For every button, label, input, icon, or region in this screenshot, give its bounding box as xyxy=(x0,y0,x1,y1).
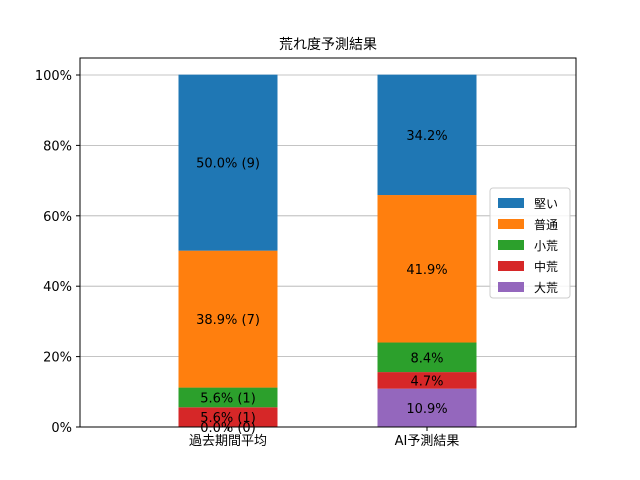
bar-value-label: 5.6% (1) xyxy=(200,411,256,426)
bar-segment xyxy=(178,74,278,251)
legend-swatch xyxy=(498,261,524,271)
bar-segment xyxy=(178,387,278,408)
bar-value-label: 5.6% (1) xyxy=(200,391,256,406)
chart-title: 荒れ度予測結果 xyxy=(279,37,377,53)
bar-segment xyxy=(377,372,477,389)
x-tick-label: AI予測結果 xyxy=(395,434,460,449)
bar-value-label: 34.2% xyxy=(406,129,447,144)
bar-segment xyxy=(377,342,477,373)
legend-label: 普通 xyxy=(534,218,558,232)
y-tick-label: 40% xyxy=(43,280,72,295)
bar-value-label: 50.0% (9) xyxy=(196,157,260,172)
bar-segment xyxy=(377,195,477,343)
bar-segment xyxy=(178,250,278,388)
y-axis: 0% 20% 40% 60% 80% 100% xyxy=(35,69,80,436)
data-labels: 0.0% (0)5.6% (1)5.6% (1)38.9% (7)50.0% (… xyxy=(196,129,448,436)
bar-segment xyxy=(377,74,477,196)
bars xyxy=(178,74,477,427)
legend-swatch xyxy=(498,219,524,229)
bar-value-label: 8.4% xyxy=(410,351,443,366)
legend-swatch xyxy=(498,198,524,208)
y-tick-label: 80% xyxy=(43,139,72,154)
x-tick-label: 過去期間平均 xyxy=(189,434,267,449)
legend-label: 大荒 xyxy=(534,281,558,295)
bar-segment xyxy=(377,388,477,427)
bar-value-label: 10.9% xyxy=(406,402,447,417)
plot-area-frame xyxy=(79,57,577,428)
legend-label: 小荒 xyxy=(534,239,558,253)
y-tick-label: 60% xyxy=(43,210,72,225)
x-axis: 過去期間平均 AI予測結果 xyxy=(189,427,459,449)
legend-label: 堅い xyxy=(534,197,558,211)
legend-label: 中荒 xyxy=(534,259,558,274)
bar-value-label: 41.9% xyxy=(406,263,447,278)
bar-value-label: 4.7% xyxy=(410,374,443,389)
y-tick-label: 20% xyxy=(43,351,72,366)
legend-swatch xyxy=(498,282,524,292)
bar-value-label: 38.9% (7) xyxy=(196,313,260,328)
bar-segment xyxy=(178,407,278,427)
y-tick-label: 100% xyxy=(35,69,72,84)
y-tick-label: 0% xyxy=(51,421,72,436)
legend-swatch xyxy=(498,240,524,250)
